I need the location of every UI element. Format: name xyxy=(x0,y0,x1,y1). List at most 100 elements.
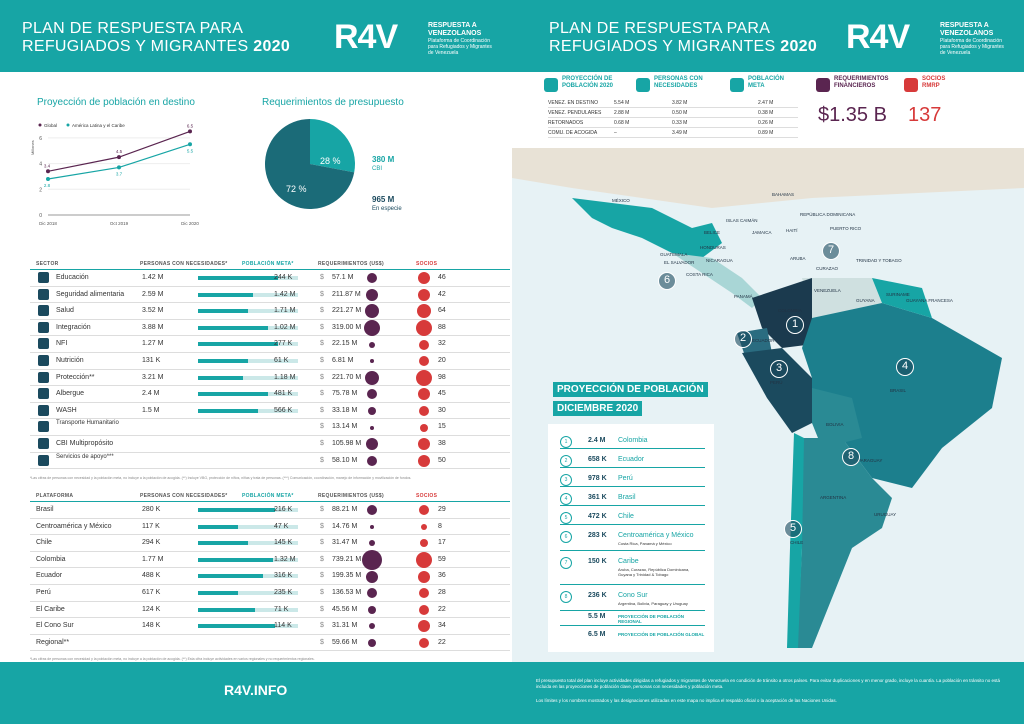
pie-slice xyxy=(265,119,355,209)
mini-proj: 0.68 M xyxy=(614,120,630,126)
req-bubble xyxy=(366,288,378,301)
map-marker-5: 5 xyxy=(784,520,802,538)
currency-symbol: $ xyxy=(320,390,324,398)
projection-value: 472 K xyxy=(588,513,607,520)
map-label: GUYANA xyxy=(856,298,875,303)
projection-row: 7 150 K Caribe Aruba, Curazao, República Do… xyxy=(560,553,705,585)
req-bubble xyxy=(368,639,376,648)
target-bar xyxy=(198,607,298,612)
target-value: 1.32 M xyxy=(274,555,296,563)
socios-value: 28 xyxy=(438,588,446,596)
req-value: 88.21 M xyxy=(332,506,358,513)
target-bar-fill xyxy=(198,607,255,612)
map-label: TRINIDAD Y TOBAGO xyxy=(856,258,902,263)
map-marker-1: 1 xyxy=(786,316,804,334)
socios-value: 38 xyxy=(438,439,446,447)
sector-icon xyxy=(38,272,49,283)
socios-value: 50 xyxy=(438,456,446,464)
req-bubble xyxy=(369,623,375,630)
map-label: GUATEMALA xyxy=(660,252,688,257)
currency-symbol: $ xyxy=(320,588,324,596)
table-row: Colombia 1.77 M 1.32 M $739.21 M 59 xyxy=(30,550,510,571)
target-bar xyxy=(198,392,298,397)
target-value: 1.42 M xyxy=(274,290,296,298)
req-value: 199.35 M xyxy=(332,572,362,580)
map-label: VENEZUELA xyxy=(814,288,841,293)
table-row: Protección** 3.21 M 1.18 M $221.70 M 98 xyxy=(30,369,510,387)
currency-symbol: $ xyxy=(320,274,324,281)
x-tick-label: Dic 2020 xyxy=(181,221,199,226)
projection-number: 4 xyxy=(560,493,572,505)
need-value: 124 K xyxy=(142,605,161,613)
socios-value: 29 xyxy=(438,506,446,513)
target-bar xyxy=(198,325,298,330)
socios-bubble xyxy=(419,339,429,350)
footer-note-1: El presupuesto total del plan incluye ac… xyxy=(536,678,1001,689)
indicator-label-line1: POBLACIÓN xyxy=(748,76,784,82)
need-value: 117 K xyxy=(142,522,160,530)
row-name: WASH xyxy=(56,406,77,414)
req-value: 739.21 M xyxy=(332,555,362,563)
map-label: GUAYANA FRANCESA xyxy=(906,298,953,303)
indicator-label: PROYECCIÓN DE POBLACIÓN 2020 xyxy=(562,76,613,90)
row-name: Educación xyxy=(56,274,89,281)
row-name: Ecuador xyxy=(36,572,63,580)
mini-label: VENEZ. PENDULARES xyxy=(548,110,602,116)
projection-row: 3 978 K Perú xyxy=(560,470,705,487)
r4v-link[interactable]: R4V.INFO xyxy=(224,682,288,698)
socios-bubble xyxy=(418,570,430,583)
left-header: PLAN DE RESPUESTA PARA REFUGIADOS Y MIGRA… xyxy=(0,0,512,72)
projection-title: PROYECCIÓN DE POBLACIÓN xyxy=(553,382,708,397)
socios-value: 98 xyxy=(438,373,446,381)
projection-row: 2 658 K Ecuador xyxy=(560,451,705,468)
map-chile xyxy=(787,433,804,648)
currency-symbol: $ xyxy=(320,439,324,447)
currency-symbol: $ xyxy=(320,356,324,364)
platform-table-header: PLATAFORMA PERSONAS CON NECESIDADES* POB… xyxy=(30,490,510,502)
map-label: ARGENTINA xyxy=(820,495,847,500)
socios-value: 15 xyxy=(438,423,446,431)
need-value: 2.4 M xyxy=(142,390,160,398)
table-row: Nutrición 131 K 61 K $6.81 M 20 xyxy=(30,353,510,370)
indicator-label-line2: POBLACIÓN 2020 xyxy=(562,83,614,89)
currency-symbol: $ xyxy=(320,506,324,513)
target-bar xyxy=(198,342,298,347)
req-bubble xyxy=(367,273,377,284)
req-value: 211.87 M xyxy=(332,290,361,298)
req-bubble xyxy=(366,570,378,583)
table-row: Integración 3.88 M 1.02 M $319.00 M 88 xyxy=(30,320,510,337)
req-bubble xyxy=(367,455,377,466)
table-row: NFI 1.27 M 277 K $22.15 M 32 xyxy=(30,336,510,353)
mini-row: RETORNADOS 0.68 M 0.33 M 0.26 M xyxy=(548,118,798,128)
map-label: ISLAS CAIMÁN xyxy=(726,218,758,223)
target-bar xyxy=(198,508,298,512)
global-value: 6.5 M xyxy=(588,631,606,638)
global-row: 6.5 M PROYECCIÓN DE POBLACIÓN GLOBAL xyxy=(560,628,705,644)
table-row: Albergue 2.4 M 481 K $75.78 M 45 xyxy=(30,386,510,403)
target-bar xyxy=(198,590,298,595)
socios-bubble xyxy=(416,552,432,569)
projection-value: 283 K xyxy=(588,532,607,539)
socios-bubble xyxy=(418,454,430,467)
target-bar xyxy=(198,624,298,629)
req-value: 319.00 M xyxy=(332,323,362,331)
req-value: 221.70 M xyxy=(332,373,362,381)
sector-icon xyxy=(38,338,49,350)
logo-subtitle: RESPUESTA A VENEZOLANOS Plataforma de Coo… xyxy=(428,22,492,56)
currency-symbol: $ xyxy=(320,638,324,646)
mini-need: 3.49 M xyxy=(672,130,688,136)
socios-bubble xyxy=(420,423,428,432)
left-title: PLAN DE RESPUESTA PARA REFUGIADOS Y MIGRA… xyxy=(22,20,291,55)
map-label: COLOMBIA xyxy=(778,308,802,313)
platform-table: PLATAFORMA PERSONAS CON NECESIDADES* POB… xyxy=(30,490,510,652)
map-colombia xyxy=(752,278,822,348)
map-label: COSTA RICA xyxy=(686,272,713,277)
req-value: 14.76 M xyxy=(332,522,358,530)
row-name: Perú xyxy=(36,588,51,596)
sector-icon xyxy=(38,421,49,433)
req-bubble xyxy=(370,524,374,529)
req-bubble xyxy=(370,425,374,430)
map-guyanas xyxy=(872,278,932,318)
req-value: 75.78 M xyxy=(332,390,358,398)
mini-target: 2.47 M xyxy=(758,100,774,106)
